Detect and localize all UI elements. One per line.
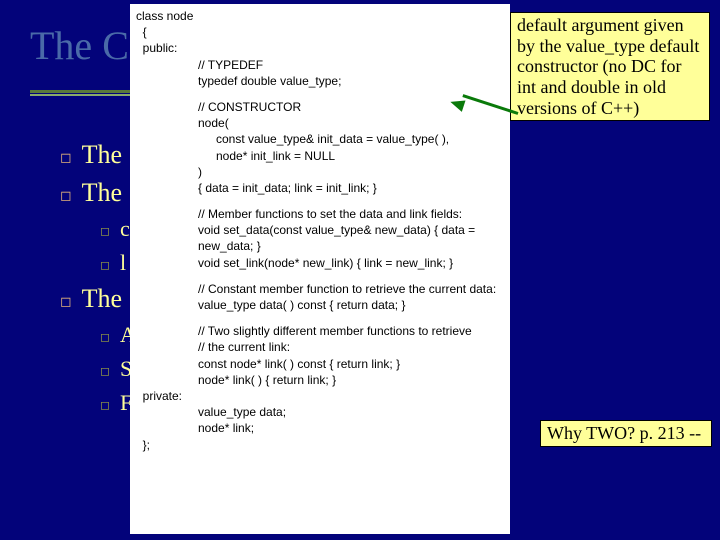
code-line: // Two slightly different member functio…: [198, 323, 504, 339]
bullet-icon: ◻: [100, 224, 110, 239]
bullet-text: c: [120, 216, 130, 242]
slide-title: The C: [30, 22, 129, 69]
code-line: void set_link(node* new_link) { link = n…: [198, 255, 504, 271]
code-line: class node: [136, 8, 504, 24]
callout-default-arg: default argument given by the value_type…: [510, 12, 710, 121]
bullet-item: ◻ The: [60, 284, 136, 314]
code-line: {: [136, 24, 504, 40]
bullet-text: The: [82, 284, 122, 314]
code-line: // the current link:: [198, 339, 504, 355]
code-line: node* link;: [198, 420, 504, 436]
code-line: node* link( ) { return link; }: [198, 372, 504, 388]
code-line: private:: [136, 388, 504, 404]
code-line: ): [198, 164, 504, 180]
code-line: value_type data;: [198, 404, 504, 420]
code-line: // Constant member function to retrieve …: [198, 281, 504, 297]
code-line: { data = init_data; link = init_link; }: [198, 180, 504, 196]
bullet-item: ◻ The: [60, 178, 136, 208]
bullet-icon: ◻: [100, 258, 110, 273]
bullet-icon: ◻: [60, 150, 72, 167]
code-line: value_type data( ) const { return data; …: [198, 297, 504, 313]
bullet-icon: ◻: [100, 398, 110, 413]
code-line: node(: [198, 115, 504, 131]
code-line: void set_data(const value_type& new_data…: [198, 222, 504, 254]
bullet-item: ◻ The: [60, 140, 136, 170]
code-line: public:: [136, 40, 504, 56]
bullet-text: The: [82, 178, 122, 208]
code-line: node* init_link = NULL: [216, 148, 504, 164]
bullet-icon: ◻: [100, 330, 110, 345]
code-line: };: [136, 437, 504, 453]
code-box: class node { public: // TYPEDEF typedef …: [130, 4, 510, 534]
bullet-list: ◻The ◻The ◻c ◻l ◻The ◻A ◻S ◻F: [60, 140, 136, 424]
code-line: // Member functions to set the data and …: [198, 206, 504, 222]
bullet-icon: ◻: [100, 364, 110, 379]
code-line: const node* link( ) const { return link;…: [198, 356, 504, 372]
callout-why-two: Why TWO? p. 213 --: [540, 420, 712, 447]
bullet-text: The: [82, 140, 122, 170]
code-line: const value_type& init_data = value_type…: [216, 131, 504, 147]
code-line: // TYPEDEF: [198, 57, 504, 73]
bullet-text: l: [120, 250, 126, 276]
bullet-icon: ◻: [60, 188, 72, 205]
code-line: typedef double value_type;: [198, 73, 504, 89]
bullet-icon: ◻: [60, 294, 72, 311]
